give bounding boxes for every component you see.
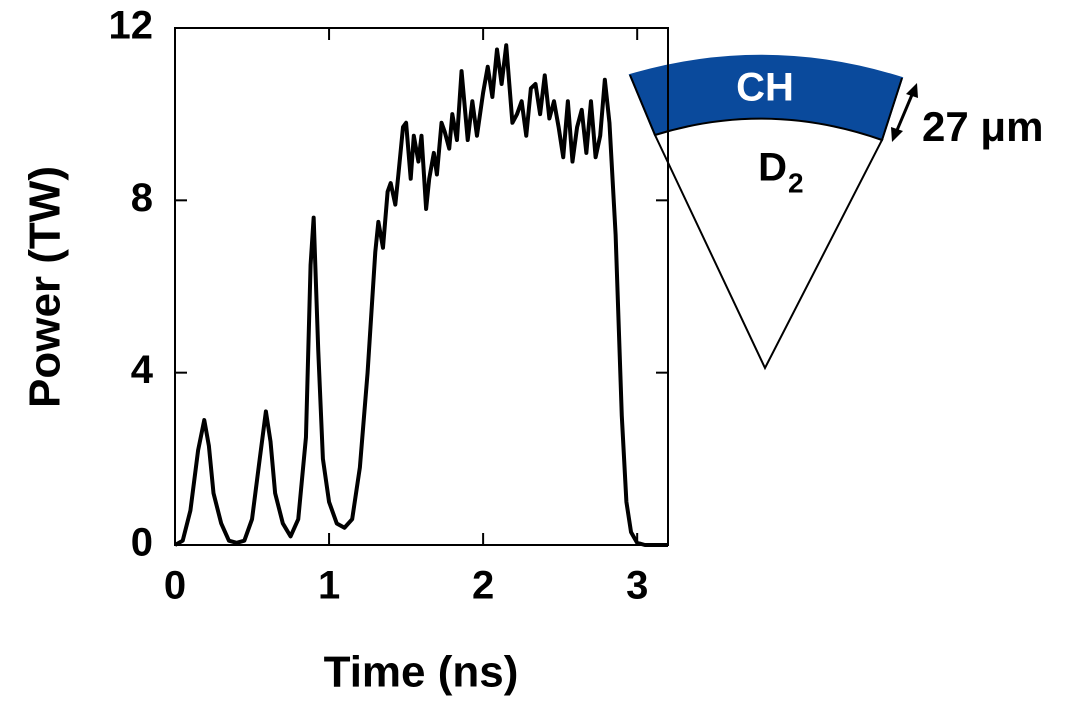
x-tick-label: 0	[164, 564, 186, 608]
y-tick-label: 0	[131, 521, 153, 565]
power-line	[174, 43, 668, 547]
core-label: D	[758, 146, 787, 190]
x-axis-title: Time (ns)	[324, 648, 519, 697]
core	[653, 117, 884, 371]
y-tick-label: 12	[109, 4, 154, 48]
target-diagram: CH D 2 27 μm	[628, 54, 1043, 371]
x-tick-label: 3	[626, 564, 648, 608]
y-axis-title: Power (TW)	[21, 166, 70, 408]
y-tick-label: 8	[131, 176, 153, 220]
x-tick-label: 2	[472, 564, 494, 608]
y-tick-label: 4	[131, 348, 154, 392]
arrow-heads	[891, 83, 918, 142]
core-subscript: 2	[788, 167, 804, 198]
plot-frame	[174, 27, 669, 546]
thickness-arrow	[893, 89, 916, 136]
thickness-label: 27 μm	[922, 103, 1043, 150]
wedge-edge	[881, 77, 903, 141]
x-tick-label: 1	[318, 564, 340, 608]
shell-label: CH	[736, 66, 794, 110]
wedge-edge	[629, 74, 656, 136]
